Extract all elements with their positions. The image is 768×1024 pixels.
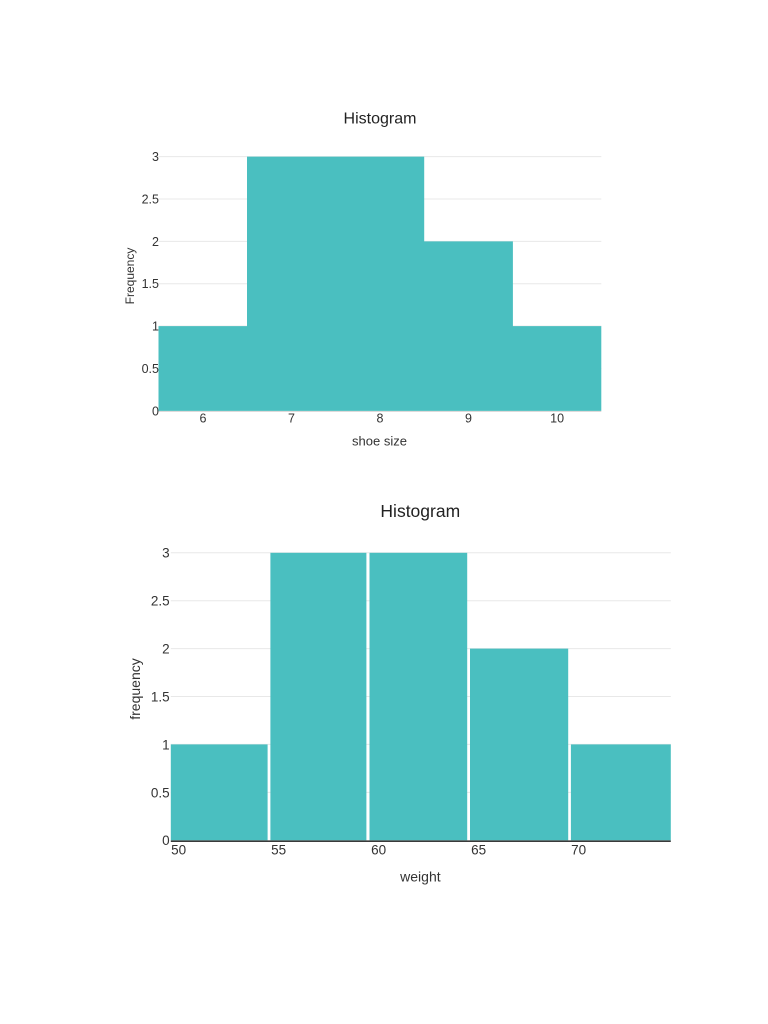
svg-text:Frequency: Frequency (123, 248, 137, 305)
svg-text:1.5: 1.5 (151, 689, 170, 704)
svg-text:1.5: 1.5 (142, 277, 159, 291)
svg-text:0: 0 (162, 833, 170, 848)
svg-text:10: 10 (550, 412, 564, 426)
svg-text:9: 9 (465, 412, 472, 426)
svg-text:frequency: frequency (127, 658, 143, 719)
svg-text:3: 3 (152, 150, 159, 164)
svg-text:Histogram: Histogram (344, 110, 417, 127)
svg-text:shoe size: shoe size (352, 434, 407, 449)
svg-text:weight: weight (399, 869, 441, 885)
svg-text:70: 70 (571, 842, 586, 857)
svg-text:2.5: 2.5 (151, 594, 170, 609)
svg-text:55: 55 (271, 842, 286, 857)
svg-text:8: 8 (377, 412, 384, 426)
svg-text:Histogram: Histogram (380, 501, 460, 521)
svg-text:1: 1 (162, 737, 170, 752)
svg-text:0: 0 (152, 404, 159, 418)
svg-text:65: 65 (471, 842, 486, 857)
svg-text:1: 1 (152, 320, 159, 334)
svg-text:2.5: 2.5 (142, 193, 159, 207)
svg-text:0.5: 0.5 (142, 362, 159, 376)
svg-text:6: 6 (200, 412, 207, 426)
svg-text:3: 3 (162, 546, 170, 561)
svg-text:2: 2 (162, 641, 170, 656)
svg-text:7: 7 (288, 412, 295, 426)
svg-text:0.5: 0.5 (151, 785, 170, 800)
svg-text:60: 60 (371, 842, 386, 857)
svg-text:2: 2 (152, 235, 159, 249)
svg-text:50: 50 (171, 842, 186, 857)
